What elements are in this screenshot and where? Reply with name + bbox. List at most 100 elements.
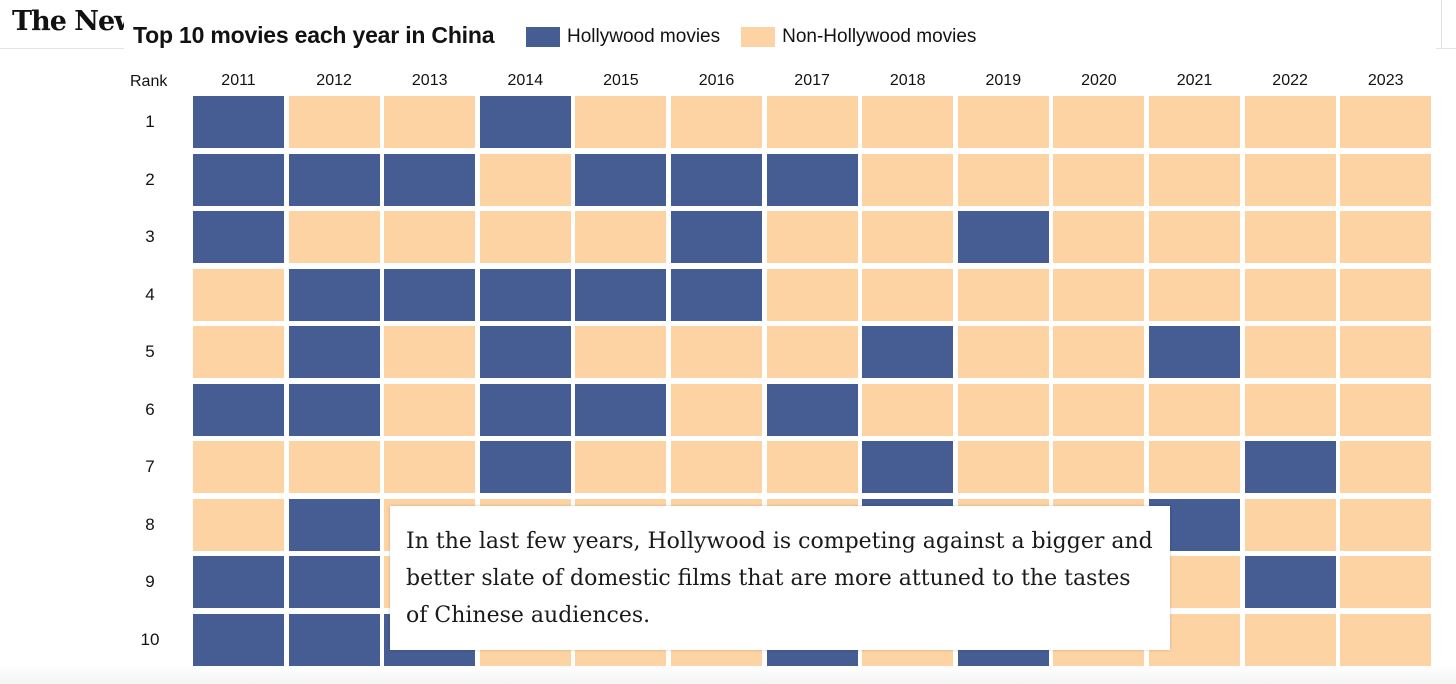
cell-2023-rank-3 [1340,211,1432,263]
year-label-2021: 2021 [1176,72,1213,89]
year-label-2011: 2011 [221,72,256,89]
cell-2013-rank-3 [384,211,476,263]
legend-label-non-hollywood: Non-Hollywood movies [782,26,977,47]
cell-2011-rank-1 [193,96,284,148]
cell-2011-rank-6 [193,383,284,436]
cell-2013-rank-4 [384,268,476,321]
cell-2019-rank-4 [957,268,1049,321]
cell-2023-rank-9 [1340,556,1432,608]
cell-2011-rank-3 [193,211,284,263]
cell-2017-rank-5 [766,326,858,378]
cell-2023-rank-2 [1340,153,1432,206]
cell-2018-rank-7 [862,441,954,493]
cell-2013-rank-6 [384,383,476,436]
cell-2017-rank-7 [766,441,858,493]
legend-item-hollywood: Hollywood movies [526,26,720,48]
year-label-2017: 2017 [794,72,830,89]
cell-2022-rank-8 [1244,498,1336,551]
cell-2013-rank-1 [384,96,476,148]
cell-2022-rank-4 [1244,268,1336,321]
cell-2021-rank-7 [1149,441,1240,493]
chart-title: Top 10 movies each year in China [133,22,495,48]
cell-2017-rank-2 [766,153,858,206]
nyt-logo[interactable]: The New York Times [12,6,124,37]
chart-header-panel [124,14,1436,54]
cell-2019-rank-5 [957,326,1049,378]
annotation-text: In the last few years, Hollywood is comp… [406,529,1153,628]
cell-2014-rank-7 [479,441,571,493]
rank-label-4: 4 [145,284,155,304]
cell-2018-rank-2 [862,153,954,206]
cell-2022-rank-1 [1244,96,1336,148]
cell-2015-rank-5 [575,326,667,378]
cell-2019-rank-6 [957,383,1049,436]
annotation-box: In the last few years, Hollywood is comp… [390,506,1170,650]
cell-2019-rank-3 [957,211,1049,263]
cell-2012-rank-9 [288,556,380,608]
rank-label-1: 1 [145,112,155,131]
rank-label-7: 7 [145,457,155,476]
cell-2015-rank-6 [575,383,667,436]
cell-2015-rank-2 [575,153,667,206]
cell-2012-rank-6 [288,383,380,436]
legend-swatch-hollywood [526,27,560,47]
cell-2020-rank-3 [1053,211,1145,263]
cell-2018-rank-1 [862,96,954,148]
bottom-fade [0,666,1456,684]
cell-2011-rank-8 [193,498,284,551]
cell-2015-rank-3 [575,211,667,263]
cell-2018-rank-5 [862,326,954,378]
cell-2017-rank-1 [766,96,858,148]
rank-label-5: 5 [145,342,155,361]
cell-2011-rank-4 [193,268,284,321]
year-label-2019: 2019 [985,72,1022,89]
cell-2017-rank-4 [766,268,858,321]
cell-2016-rank-6 [671,383,762,436]
year-label-2016: 2016 [698,72,735,89]
cell-2011-rank-9 [193,556,284,608]
cell-2018-rank-6 [862,383,954,436]
cell-2014-rank-5 [479,326,571,378]
cell-2021-rank-4 [1149,268,1240,321]
cell-2011-rank-2 [193,153,284,206]
cell-2012-rank-7 [288,441,380,493]
cell-2016-rank-7 [671,441,762,493]
year-label-2022: 2022 [1272,72,1308,89]
cell-2021-rank-6 [1149,383,1240,436]
rank-label-6: 6 [145,399,155,419]
cell-2020-rank-1 [1053,96,1145,148]
cell-2011-rank-5 [193,326,284,378]
cell-2022-rank-6 [1244,383,1336,436]
cell-2020-rank-6 [1053,383,1145,436]
cell-2021-rank-5 [1149,326,1240,378]
legend-item-non-hollywood: Non-Hollywood movies [741,26,976,48]
cell-2012-rank-2 [288,153,380,206]
cell-2022-rank-5 [1244,326,1336,378]
cell-2014-rank-3 [479,211,571,263]
cell-2015-rank-4 [575,268,667,321]
cell-2022-rank-7 [1244,441,1336,493]
cell-2017-rank-3 [766,211,858,263]
cell-2013-rank-5 [384,326,476,378]
cell-2022-rank-3 [1244,211,1336,263]
cell-2023-rank-6 [1340,383,1432,436]
year-label-2018: 2018 [889,72,926,89]
cell-2020-rank-4 [1053,268,1145,321]
cell-2013-rank-7 [384,441,476,493]
cell-2011-rank-7 [193,441,284,493]
cell-2021-rank-2 [1149,153,1240,206]
year-label-2015: 2015 [603,72,639,89]
cell-2012-rank-8 [288,498,380,551]
cell-2021-rank-1 [1149,96,1240,148]
rank-label-9: 9 [145,572,155,591]
cell-2019-rank-7 [957,441,1049,493]
cell-2016-rank-1 [671,96,762,148]
rank-label-2: 2 [145,169,155,189]
cell-2014-rank-4 [479,268,571,321]
year-label-2012: 2012 [316,72,352,89]
cell-2023-rank-8 [1340,498,1432,551]
chart-legend: Hollywood movies Non-Hollywood movies [526,26,997,48]
cell-2012-rank-5 [288,326,380,378]
cell-2017-rank-6 [766,383,858,436]
cell-2023-rank-4 [1340,268,1432,321]
